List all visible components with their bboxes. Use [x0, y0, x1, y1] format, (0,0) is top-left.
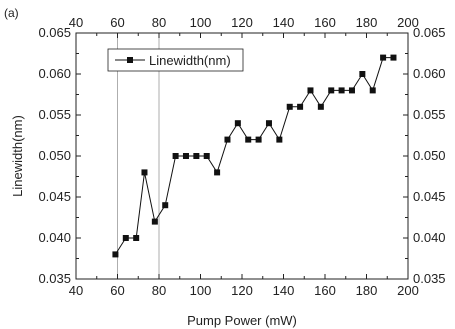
x-tick-label-bottom: 40 [69, 283, 83, 298]
y-tick-label-right: 0.060 [413, 66, 446, 81]
data-point [380, 54, 387, 61]
tick-labels: 40 40 60 60 80 80 100 100 120 120 140 140 160 160 180 1… [38, 15, 445, 298]
x-tick-label-top: 60 [110, 15, 124, 30]
data-point [182, 153, 189, 159]
data-point [172, 153, 179, 159]
y-tick-label-left: 0.035 [38, 271, 71, 286]
axis-ticks [75, 32, 409, 280]
data-point [390, 54, 397, 61]
x-tick-label-top: 180 [356, 15, 378, 30]
data-point [338, 87, 345, 94]
data-point [265, 120, 272, 127]
y-tick-label-left: 0.045 [38, 189, 71, 204]
data-point [141, 169, 148, 176]
y-axis-label: Linewidth(nm) [10, 115, 25, 197]
data-point [307, 87, 314, 94]
x-axis-label: Pump Power (mW) [187, 313, 297, 328]
x-tick-label-bottom: 120 [231, 283, 253, 298]
data-point [234, 120, 241, 127]
y-tick-label-right: 0.055 [413, 107, 446, 122]
data-point [297, 103, 304, 110]
y-tick-label-left: 0.040 [38, 230, 71, 245]
x-tick-label-bottom: 100 [190, 283, 212, 298]
x-tick-label-top: 40 [69, 15, 83, 30]
y-tick-label-right: 0.045 [413, 189, 446, 204]
y-tick-label-left: 0.060 [38, 66, 71, 81]
panel-label: (a) [4, 6, 19, 20]
x-tick-label-bottom: 180 [356, 283, 378, 298]
data-point [151, 218, 158, 225]
x-tick-label-bottom: 60 [110, 283, 124, 298]
legend: Linewidth(nm) [107, 48, 244, 72]
x-tick-label-bottom: 200 [397, 283, 419, 298]
data-point [328, 87, 335, 94]
data-point [112, 251, 119, 258]
series-linewidth [112, 54, 397, 258]
series-line [114, 57, 394, 255]
data-point [193, 153, 200, 159]
y-tick-label-left: 0.050 [38, 148, 71, 163]
x-tick-label-top: 160 [314, 15, 336, 30]
data-point [214, 169, 221, 176]
data-point [286, 103, 293, 110]
data-point [122, 235, 129, 241]
y-tick-label-right: 0.050 [413, 148, 446, 163]
x-tick-label-bottom: 80 [152, 283, 166, 298]
y-tick-label-left: 0.065 [38, 25, 71, 40]
legend-marker [127, 57, 133, 63]
data-point [224, 136, 231, 143]
x-tick-label-top: 80 [152, 15, 166, 30]
legend-entry-linewidth: Linewidth(nm) [149, 53, 231, 68]
data-point [369, 87, 376, 94]
y-tick-label-left: 0.055 [38, 107, 71, 122]
y-tick-label-right: 0.040 [413, 230, 446, 245]
x-tick-label-top: 120 [231, 15, 253, 30]
data-point [162, 202, 169, 209]
data-point [255, 136, 262, 143]
data-point [359, 71, 366, 77]
x-tick-label-bottom: 160 [314, 283, 336, 298]
x-tick-label-top: 140 [273, 15, 295, 30]
data-point [245, 136, 252, 143]
y-tick-label-right: 0.065 [413, 25, 446, 40]
legend-box [107, 48, 244, 72]
data-point [317, 103, 324, 110]
x-tick-label-top: 200 [397, 15, 419, 30]
grid-lines [117, 33, 160, 279]
data-point [133, 235, 140, 241]
data-point [276, 136, 283, 143]
y-tick-label-right: 0.035 [413, 271, 446, 286]
x-tick-label-bottom: 140 [273, 283, 295, 298]
data-point [348, 87, 355, 94]
x-tick-label-top: 100 [190, 15, 212, 30]
data-point [203, 153, 210, 159]
